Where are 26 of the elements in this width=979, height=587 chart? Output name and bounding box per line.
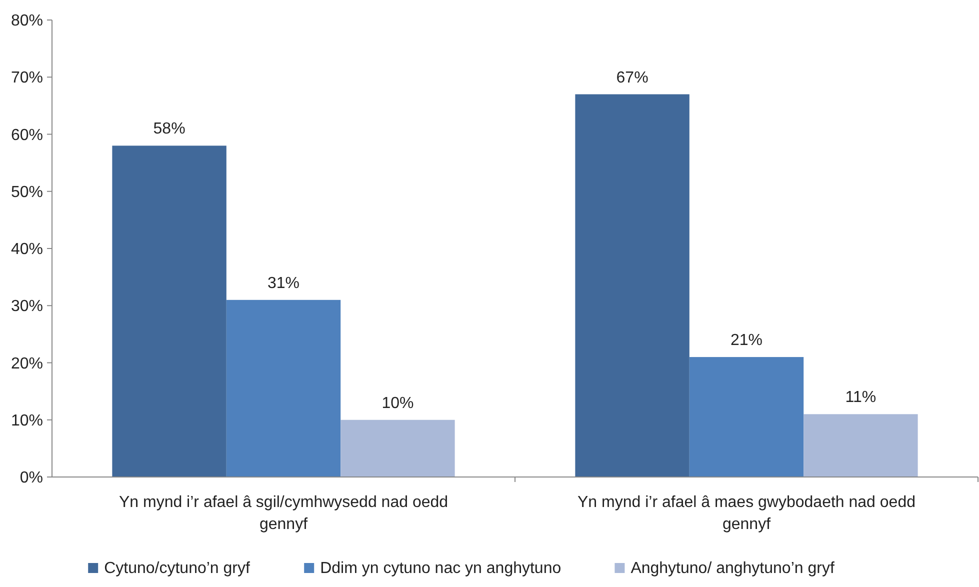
bar	[112, 146, 226, 477]
y-tick-label: 0%	[20, 470, 43, 487]
legend-label: Anghytuno/ anghytuno’n gryf	[630, 560, 835, 577]
bar	[689, 357, 804, 477]
data-label: 58%	[153, 120, 186, 138]
data-label: 31%	[267, 274, 300, 292]
y-tick-label: 80%	[10, 12, 43, 30]
data-label: 11%	[845, 389, 876, 406]
y-tick-label: 40%	[10, 241, 43, 258]
legend-label: Cytuno/cytuno’n gryf	[104, 560, 251, 577]
x-tick-label: Yn mynd i’r afael â sgil/cymhwysedd nad oedd gennyf	[118, 494, 448, 533]
data-label: 21%	[730, 332, 763, 350]
y-tick-label: 70%	[10, 70, 43, 87]
bar	[804, 414, 918, 477]
data-label: 10%	[382, 394, 414, 412]
y-tick-label: 10%	[10, 412, 43, 430]
x-tick-label: Yn mynd i’r afael â maes gwybodaeth nad oedd gennyf	[578, 494, 916, 533]
data-label: 67%	[616, 69, 648, 86]
bar	[226, 300, 341, 477]
legend-label: Ddim yn cytuno nac yn anghytuno	[320, 560, 562, 577]
bar	[575, 94, 690, 477]
y-tick-label: 20%	[10, 355, 43, 372]
y-tick-label: 30%	[10, 298, 43, 316]
bar	[340, 420, 455, 477]
y-tick-label: 50%	[10, 184, 43, 201]
y-tick-label: 60%	[10, 126, 43, 144]
